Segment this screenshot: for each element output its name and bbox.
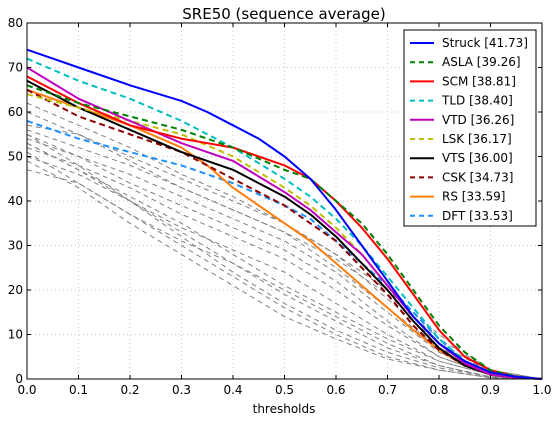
y-tick-label: 40	[8, 194, 23, 208]
background-series-line-10	[26, 151, 543, 380]
legend: Struck [41.73] ASLA [39.26] SCM [38.81] TLD…	[403, 29, 537, 227]
x-tick-label: 0.3	[172, 383, 191, 397]
x-tick-label: 0.9	[481, 383, 500, 397]
legend-label: VTS [36.00]	[442, 151, 513, 165]
background-series-line-11	[26, 160, 543, 380]
x-axis-label: thresholds	[253, 402, 316, 416]
background-series-line-9	[26, 133, 543, 380]
legend-box	[403, 29, 537, 227]
background-series-line-13	[26, 111, 543, 380]
x-tick-label: 0.2	[120, 383, 139, 397]
x-tick-label: 0.6	[326, 383, 345, 397]
y-tick-label: 30	[8, 239, 23, 253]
x-tick-label: 0.0	[17, 383, 36, 397]
y-tick-label: 10	[8, 328, 23, 342]
legend-label: CSK [34.73]	[442, 170, 513, 184]
legend-label: VTD [36.26]	[442, 113, 514, 127]
series-line-vts	[26, 79, 543, 380]
legend-label: DFT [33.53]	[442, 209, 513, 223]
x-tick-label: 0.4	[223, 383, 242, 397]
axis-ticks: 0.0 0.1 0.2 0.3 0.4 0.5 0.6 0.7 0.8 0.9 1.0 0 10 20 30…	[8, 16, 552, 397]
legend-label: RS [33.59]	[442, 190, 506, 204]
x-tick-label: 0.5	[275, 383, 294, 397]
background-series-line-8	[26, 142, 543, 380]
legend-label: Struck [41.73]	[442, 36, 528, 50]
grid	[27, 23, 542, 379]
series-line-struck	[26, 48, 543, 380]
legend-label: TLD [38.40]	[441, 94, 513, 108]
y-tick-label: 70	[8, 61, 23, 75]
x-tick-label: 0.8	[429, 383, 448, 397]
background-series-line-5	[26, 147, 543, 380]
y-tick-label: 50	[8, 150, 23, 164]
x-tick-label: 0.7	[378, 383, 397, 397]
legend-label: LSK [36.17]	[442, 132, 512, 146]
background-series-line-14	[26, 102, 543, 380]
y-tick-label: 0	[15, 372, 23, 386]
series-line-csk	[26, 88, 543, 380]
y-tick-label: 60	[8, 105, 23, 119]
chart-title: SRE50 (sequence average)	[182, 5, 385, 23]
y-tick-label: 80	[8, 16, 23, 30]
background-series-group	[26, 102, 543, 380]
x-tick-label: 1.0	[532, 383, 551, 397]
background-series-line-6	[26, 156, 543, 380]
y-tick-label: 20	[8, 283, 23, 297]
series-group	[26, 48, 543, 380]
series-line-asla	[26, 84, 543, 380]
series-line-scm	[26, 75, 543, 380]
legend-label: SCM [38.81]	[442, 74, 516, 88]
x-tick-label: 0.1	[69, 383, 88, 397]
legend-label: ASLA [39.26]	[442, 55, 521, 69]
